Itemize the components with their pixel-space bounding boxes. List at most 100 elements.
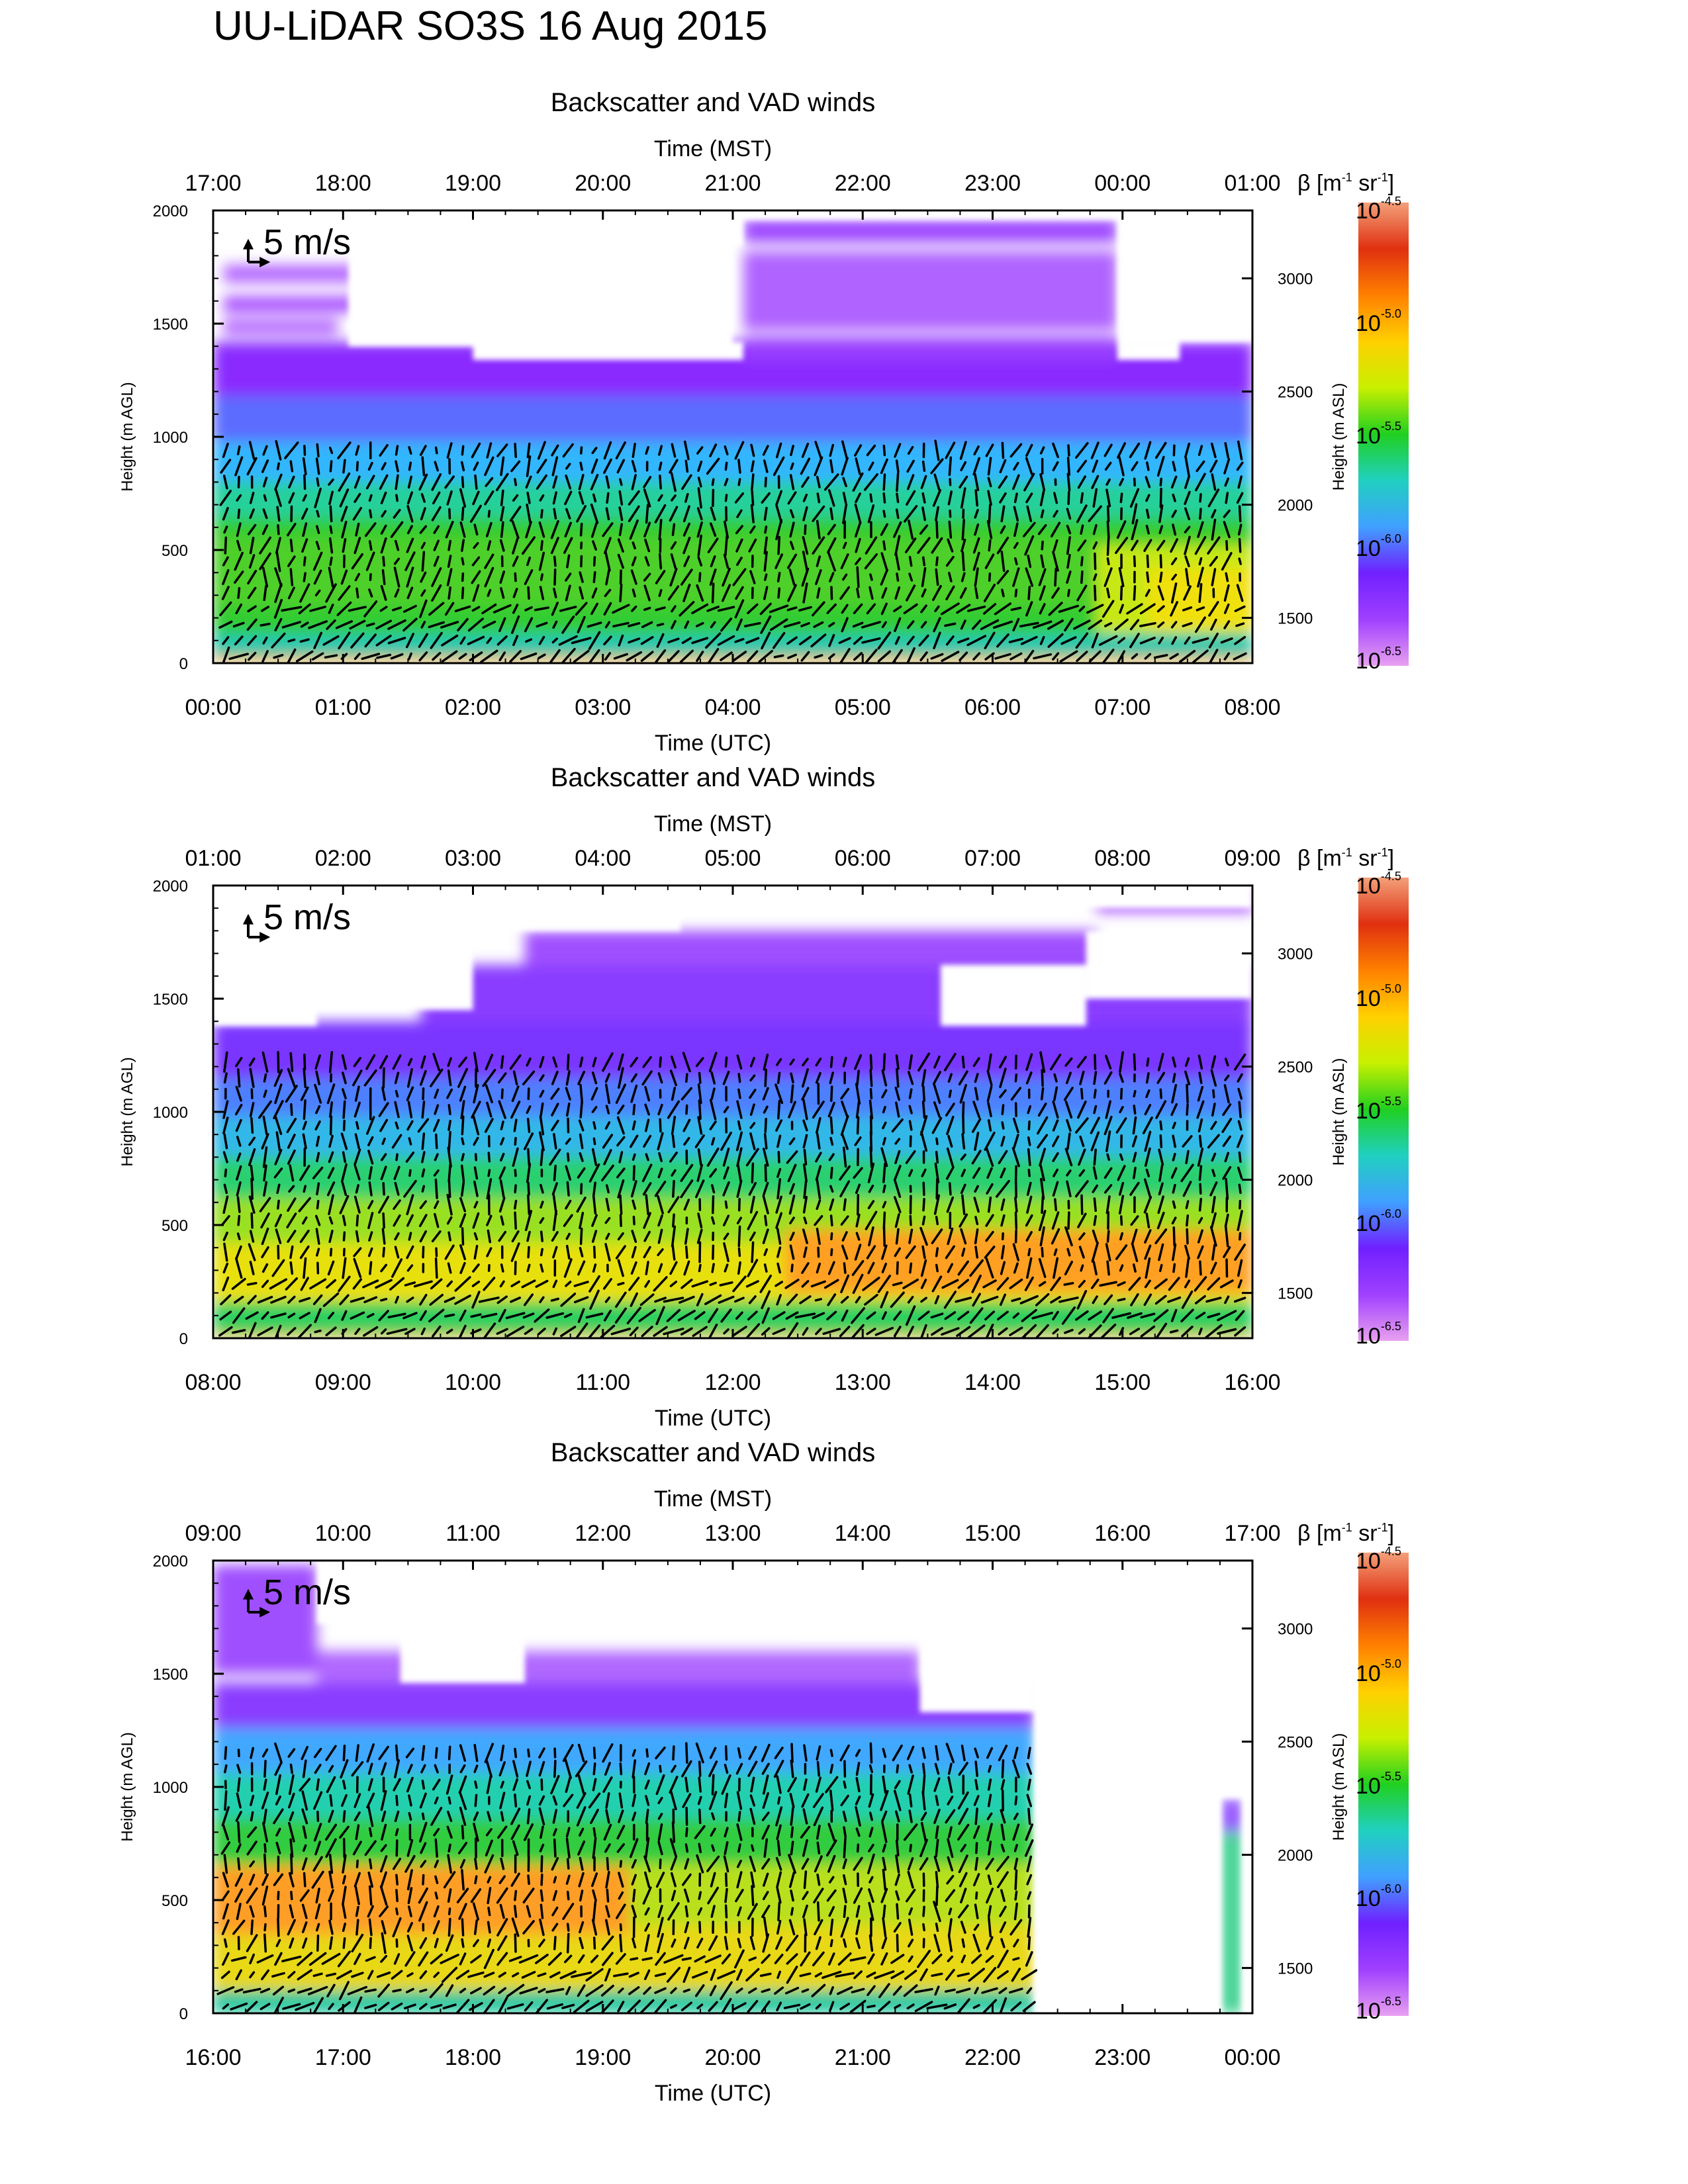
wind-arrow [368, 1918, 373, 1936]
wind-arrow [1209, 459, 1218, 473]
wind-arrow [561, 2003, 575, 2009]
wind-arrow [447, 1069, 452, 1087]
wind-arrow [1000, 1779, 1006, 1790]
wind-arrow [696, 446, 704, 455]
wind-arrow [302, 1759, 307, 1778]
wind-arrow [710, 555, 716, 568]
wind-arrow [404, 551, 416, 571]
wind-arrow [1196, 1100, 1205, 1119]
wind-arrow [1143, 1195, 1152, 1214]
y-tick-label: 2000 [153, 203, 188, 220]
wind-arrow [1051, 1211, 1060, 1230]
wind-arrow [247, 605, 257, 613]
wind-arrow [1217, 1310, 1237, 1322]
wind-arrow [657, 1103, 663, 1116]
wind-arrow [717, 606, 735, 612]
wind-arrow [814, 441, 823, 461]
wind-arrow [1010, 1087, 1022, 1101]
colorbar-tick-label: 10-4.5 [1356, 195, 1401, 224]
wind-arrow [364, 1988, 377, 1993]
wind-arrow [786, 1322, 799, 1338]
backscatter-field [213, 886, 1252, 1338]
wind-arrow [1144, 1244, 1152, 1260]
wind-arrow [961, 1169, 966, 1177]
wind-arrow [565, 1281, 572, 1287]
wind-arrow [592, 1195, 597, 1215]
wind-arrow [263, 1808, 267, 1824]
wind-arrow [604, 652, 612, 661]
wind-arrow [610, 1328, 632, 1336]
x-tick-label: 19:00 [575, 2045, 631, 2070]
wind-arrow [605, 1809, 610, 1824]
wind-arrow [1076, 1290, 1088, 1310]
wind-arrow [1159, 571, 1163, 583]
wind-arrow [998, 475, 1008, 489]
wind-arrow [446, 1280, 453, 1288]
wind-arrow [775, 442, 782, 459]
wind-arrow [447, 586, 451, 600]
wind-arrow [526, 1760, 532, 1777]
wind-arrow [641, 1326, 653, 1338]
wind-arrow [1013, 461, 1019, 471]
wind-arrow [551, 456, 559, 477]
wind-arrow [549, 1971, 561, 1979]
wind-arrow [880, 602, 888, 615]
wind-arrow [457, 617, 469, 632]
wind-arrow [1236, 584, 1244, 602]
wind-arrow [228, 653, 249, 660]
wind-arrow [274, 1149, 283, 1165]
wind-arrow [840, 1794, 849, 1807]
wind-arrow [763, 1838, 769, 1858]
wind-arrow [973, 1197, 980, 1213]
x-tick-label-top: 22:00 [835, 171, 891, 196]
wind-arrow [1080, 1264, 1084, 1272]
wind-arrow [275, 550, 281, 572]
wind-arrow [1172, 1073, 1176, 1083]
wind-arrow [500, 587, 505, 599]
wind-arrow [514, 1933, 517, 1953]
wind-arrow [237, 1749, 240, 1758]
wind-arrow [287, 1068, 296, 1088]
wind-arrow [378, 1310, 389, 1322]
wind-arrow [829, 572, 835, 582]
wind-arrow [274, 1214, 282, 1228]
wind-arrow [628, 1986, 640, 1995]
wind-arrow [669, 459, 679, 474]
wind-arrow [734, 492, 745, 504]
wind-arrow [789, 509, 795, 519]
wind-arrow [1000, 1938, 1006, 1948]
wind-arrow [406, 525, 413, 535]
wind-arrow [614, 1307, 627, 1324]
wind-arrow [445, 1934, 454, 1952]
wind-arrow [441, 650, 458, 662]
wind-arrow [696, 1854, 704, 1874]
wind-arrow [825, 1776, 839, 1794]
wind-arrow [235, 1085, 242, 1102]
wind-arrow [512, 555, 519, 567]
wind-arrow [881, 1262, 888, 1274]
wind-arrow [246, 1282, 258, 1286]
wind-arrow [895, 1854, 900, 1874]
wind-arrow [641, 1163, 653, 1183]
wind-arrow [1012, 1957, 1020, 1961]
wind-arrow [565, 1199, 572, 1210]
y-tick-label-right: 2000 [1278, 1847, 1313, 1865]
wind-arrow [903, 603, 918, 615]
wind-arrow [907, 1326, 914, 1338]
wind-arrow [894, 1247, 901, 1257]
x-axis-label-top: Time (MST) [654, 136, 772, 161]
wind-arrow [853, 603, 863, 615]
wind-arrow [855, 1213, 861, 1228]
x-tick-label-top: 09:00 [1224, 846, 1280, 871]
wind-arrow [315, 457, 320, 475]
wind-arrow [329, 525, 333, 534]
wind-arrow [812, 1312, 825, 1320]
wind-arrow [1182, 1181, 1192, 1197]
wind-arrow [1208, 601, 1219, 617]
wind-arrow [433, 1118, 440, 1132]
wind-arrow [1024, 649, 1035, 663]
wind-arrow [829, 1790, 834, 1811]
wind-arrow [917, 1950, 931, 1968]
wind-arrow [237, 1068, 241, 1088]
wind-arrow [287, 1149, 296, 1165]
